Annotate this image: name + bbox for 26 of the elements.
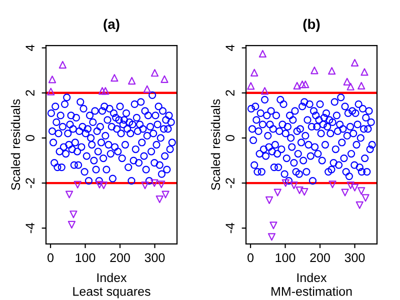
x-tick-label: 100 <box>276 253 296 262</box>
y-tick-label: 4 <box>26 44 34 52</box>
y-tick-label: -2 <box>26 178 34 188</box>
y-tick-label: 2 <box>226 90 234 96</box>
x-axis-title: Index <box>97 272 127 282</box>
y-tick-label: 0 <box>226 135 234 141</box>
x-tick-label: 100 <box>76 253 96 262</box>
x-tick-label: 300 <box>144 253 165 262</box>
y-tick-label: -4 <box>226 222 234 234</box>
y-axis-title: Scaled residuals <box>210 99 220 190</box>
y-tick-label: 2 <box>26 90 34 96</box>
x-tick-label: 200 <box>110 253 130 262</box>
x-tick-label: 0 <box>248 253 254 262</box>
y-tick-label: -2 <box>226 178 234 188</box>
text: MM-estimation <box>272 286 352 296</box>
text: Least squares <box>73 287 150 298</box>
chart-title: (b) <box>303 18 320 32</box>
y-tick-label: 0 <box>26 135 34 141</box>
chart-title: (a) <box>104 18 120 32</box>
x-tick-label: 300 <box>344 253 365 262</box>
y-tick-label: 4 <box>226 44 234 52</box>
y-axis-title: Scaled residuals <box>10 99 20 190</box>
x-tick-label: 200 <box>310 253 330 262</box>
y-tick-label: -4 <box>26 222 34 234</box>
x-axis-title: Index <box>297 272 327 282</box>
x-tick-label: 0 <box>48 253 54 262</box>
